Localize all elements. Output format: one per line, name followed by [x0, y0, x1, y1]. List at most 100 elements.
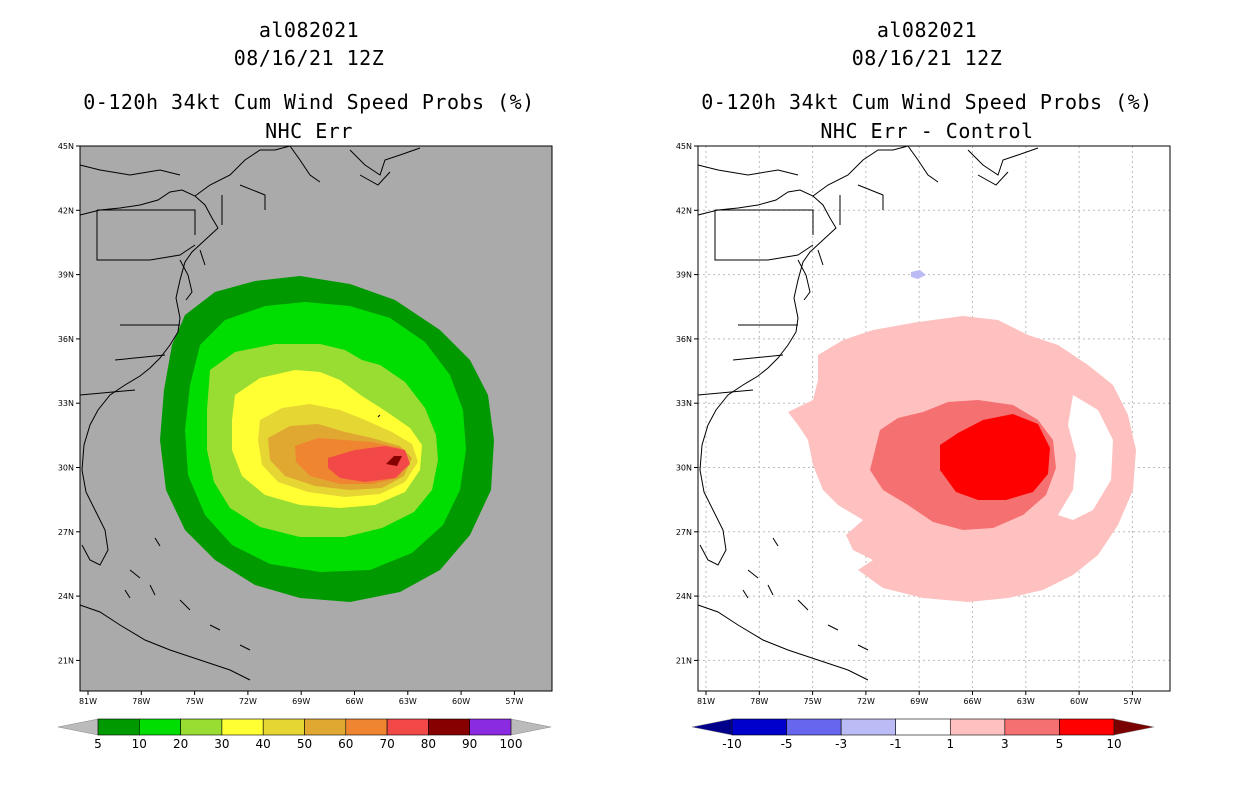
- lat-label: 39N: [676, 271, 692, 280]
- colorbar-label: 80: [421, 737, 436, 751]
- colorbar-label: 50: [297, 737, 312, 751]
- panel-subtitle: NHC Err: [265, 119, 353, 143]
- colorbar-label: 20: [173, 737, 188, 751]
- contour-80: [386, 456, 402, 466]
- colorbar-swatch: [180, 718, 223, 736]
- lon-axis: 81W 78W 75W 72W 69W 66W 63W 60W 57W: [697, 691, 1142, 706]
- colorbar-label: 90: [462, 737, 477, 751]
- colorbar-swatch: [1059, 718, 1115, 736]
- colorbar-swatch: [949, 718, 1006, 736]
- colorbar-swatch: [345, 718, 388, 736]
- colorbar-label: 5: [94, 737, 102, 751]
- contour-neg-1: [911, 270, 926, 279]
- map-frame: [79, 145, 553, 692]
- lat-label: 36N: [676, 335, 692, 344]
- colorbar-label: 3: [1001, 737, 1009, 751]
- maritimes: [967, 147, 1039, 186]
- bermuda: [377, 414, 381, 418]
- lon-label: 78W: [132, 697, 150, 706]
- lat-label: 45N: [58, 142, 74, 151]
- coastlines: [79, 145, 421, 681]
- right-panel: al082021 08/16/21 12Z 0-120h 34kt Cum Wi…: [618, 0, 1236, 800]
- new-england: [812, 145, 939, 197]
- lon-label: 81W: [79, 697, 97, 706]
- lat-label: 30N: [676, 464, 692, 473]
- lat-axis: 45N 42N 39N 36N 33N 30N 27N 24N 21N: [58, 142, 80, 665]
- colorbar-label: 40: [256, 737, 271, 751]
- colorbar-swatch: [469, 718, 512, 736]
- lat-label: 21N: [58, 656, 74, 665]
- lon-label: 66W: [345, 697, 363, 706]
- colorbar-label: 30: [214, 737, 229, 751]
- product-title: 0-120h 34kt Cum Wind Speed Probs (%): [83, 90, 535, 114]
- colorbar-swatch: [895, 718, 951, 736]
- colorbar-swatch: [262, 718, 305, 736]
- lon-label: 72W: [857, 697, 875, 706]
- lon-label: 78W: [750, 697, 768, 706]
- lon-label: 72W: [239, 697, 257, 706]
- colorbar-label: 70: [379, 737, 394, 751]
- colorbar-swatch: [1004, 718, 1060, 736]
- lat-label: 24N: [58, 592, 74, 601]
- lat-label: 30N: [58, 464, 74, 473]
- colorbar-label: 60: [338, 737, 353, 751]
- lat-label: 39N: [58, 271, 74, 280]
- colorbar-swatch: [428, 718, 470, 736]
- state-borders: [79, 164, 266, 396]
- lat-axis: 45N 42N 39N 36N 33N 30N 27N 24N 21N: [676, 142, 698, 665]
- colorbar: 5 10 20 30 40 50 60 70 80 90 100: [57, 718, 552, 751]
- colorbar-swatch: [221, 718, 264, 736]
- lon-label: 69W: [910, 697, 928, 706]
- lon-label: 63W: [1017, 697, 1035, 706]
- colorbar-swatch: [786, 718, 842, 736]
- us-east-coast: [697, 189, 837, 566]
- lon-label: 69W: [292, 697, 310, 706]
- datetime: 08/16/21 12Z: [851, 46, 1003, 70]
- lon-label: 75W: [186, 697, 204, 706]
- colorbar-swatch: [304, 718, 347, 736]
- colorbar-end-left: [691, 718, 733, 736]
- maritimes: [349, 147, 421, 186]
- colorbar-label: 100: [500, 737, 523, 751]
- lon-axis: 81W 78W 75W 72W 69W 66W 63W 60W 57W: [79, 691, 524, 706]
- lon-label: 66W: [963, 697, 981, 706]
- lat-label: 42N: [58, 206, 74, 215]
- colorbar-label: 1: [946, 737, 954, 751]
- colorbar-label: -1: [890, 737, 902, 751]
- lat-label: 45N: [676, 142, 692, 151]
- lon-label: 57W: [1123, 697, 1141, 706]
- product-title: 0-120h 34kt Cum Wind Speed Probs (%): [701, 90, 1153, 114]
- colorbar-label: 5: [1056, 737, 1064, 751]
- colorbar-swatch: [97, 718, 140, 736]
- colorbar-swatch: [139, 718, 181, 736]
- colorbar-end-right: [510, 718, 552, 736]
- lat-label: 33N: [58, 399, 74, 408]
- caribbean-islands: [79, 537, 251, 681]
- lat-label: 21N: [676, 656, 692, 665]
- colorbar-swatch: [840, 718, 897, 736]
- colorbar-end-left: [57, 718, 99, 736]
- left-panel: al082021 08/16/21 12Z 0-120h 34kt Cum Wi…: [57, 18, 553, 751]
- contour-70: [328, 446, 410, 482]
- state-borders: [697, 164, 884, 396]
- colorbar-label: 10: [132, 737, 147, 751]
- lon-label: 60W: [1070, 697, 1088, 706]
- right-map: 45N 42N 39N 36N 33N 30N 27N 24N 21N 81W 78W 75W 72W…: [676, 142, 1171, 751]
- lon-label: 81W: [697, 697, 715, 706]
- map-frame: [697, 145, 1171, 692]
- colorbar-label: -5: [781, 737, 793, 751]
- colorbar-swatch: [731, 718, 787, 736]
- colorbar-label: -10: [722, 737, 742, 751]
- colorbar: -10 -5 -3 -1 1 3 5 10: [691, 718, 1155, 751]
- colorbar-label: -3: [835, 737, 847, 751]
- lat-label: 27N: [676, 528, 692, 537]
- lat-label: 27N: [58, 528, 74, 537]
- colorbar-end-right: [1113, 718, 1155, 736]
- colorbar-swatch: [386, 718, 429, 736]
- lon-label: 60W: [452, 697, 470, 706]
- lon-label: 75W: [804, 697, 822, 706]
- lat-label: 33N: [676, 399, 692, 408]
- storm-id: al082021: [258, 18, 360, 42]
- lon-label: 63W: [399, 697, 417, 706]
- storm-id: al082021: [876, 18, 978, 42]
